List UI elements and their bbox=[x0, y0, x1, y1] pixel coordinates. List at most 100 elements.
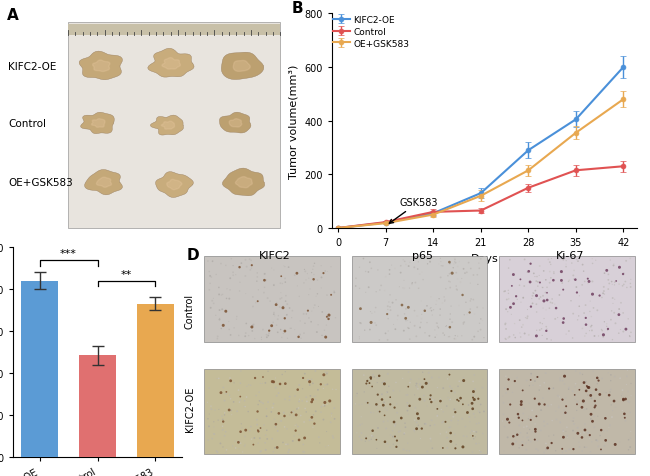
Point bbox=[444, 371, 454, 378]
Point bbox=[448, 264, 458, 272]
Point bbox=[384, 298, 394, 306]
Point bbox=[582, 405, 592, 413]
Point bbox=[286, 409, 296, 416]
Point bbox=[500, 321, 510, 328]
Point bbox=[541, 445, 551, 453]
Point bbox=[205, 280, 215, 288]
Point bbox=[411, 425, 422, 433]
Point bbox=[357, 400, 367, 408]
Point bbox=[562, 432, 573, 440]
Point bbox=[385, 291, 395, 299]
Point bbox=[279, 409, 289, 416]
Point bbox=[561, 447, 571, 455]
Point bbox=[222, 309, 232, 317]
Point bbox=[583, 434, 593, 441]
Point bbox=[603, 271, 614, 278]
Point bbox=[276, 295, 287, 302]
Point bbox=[601, 320, 612, 328]
Point bbox=[575, 430, 586, 437]
Point bbox=[205, 304, 216, 312]
Point bbox=[302, 269, 313, 277]
Point bbox=[380, 401, 390, 408]
Polygon shape bbox=[233, 61, 250, 72]
Point bbox=[384, 383, 394, 390]
Point bbox=[523, 313, 533, 320]
Point bbox=[599, 389, 609, 397]
Point bbox=[285, 411, 295, 419]
Point bbox=[326, 412, 337, 420]
Point bbox=[306, 392, 316, 400]
Point bbox=[523, 268, 534, 276]
Polygon shape bbox=[81, 113, 114, 134]
Point bbox=[361, 289, 371, 297]
Point bbox=[596, 396, 606, 403]
Point bbox=[298, 441, 309, 448]
Point bbox=[261, 288, 272, 295]
Point bbox=[500, 288, 510, 295]
Point bbox=[319, 327, 330, 334]
Point bbox=[530, 428, 541, 436]
Point bbox=[267, 404, 278, 412]
Point bbox=[366, 265, 376, 273]
Point bbox=[275, 380, 285, 388]
Point bbox=[404, 325, 414, 332]
Point bbox=[279, 257, 289, 265]
Point bbox=[445, 310, 456, 318]
Point bbox=[276, 273, 287, 280]
Point bbox=[415, 271, 425, 278]
Point bbox=[451, 269, 462, 277]
Point bbox=[281, 292, 291, 300]
Point bbox=[416, 319, 426, 327]
Point bbox=[473, 328, 483, 336]
Point bbox=[294, 396, 305, 403]
Point bbox=[457, 415, 467, 423]
Point bbox=[446, 387, 456, 395]
Point bbox=[568, 272, 578, 279]
Point bbox=[399, 429, 410, 437]
Point bbox=[305, 381, 315, 389]
Point bbox=[208, 306, 218, 314]
Point bbox=[301, 277, 311, 284]
Point bbox=[312, 277, 322, 284]
Point bbox=[251, 299, 261, 307]
Point bbox=[244, 293, 254, 300]
Point bbox=[432, 323, 443, 331]
Point bbox=[601, 389, 612, 397]
Point bbox=[282, 335, 293, 342]
Point bbox=[396, 262, 406, 270]
Point bbox=[556, 397, 567, 404]
Point bbox=[469, 396, 480, 404]
Bar bbox=[352, 369, 488, 455]
Point bbox=[437, 262, 448, 270]
Point bbox=[606, 278, 617, 286]
Point bbox=[391, 297, 401, 304]
Point bbox=[564, 277, 575, 285]
Point bbox=[450, 408, 460, 416]
Point bbox=[379, 378, 389, 386]
Point bbox=[467, 432, 478, 440]
Point bbox=[380, 412, 390, 419]
Point bbox=[204, 385, 214, 392]
Point bbox=[608, 295, 618, 302]
Point bbox=[442, 444, 452, 452]
Point bbox=[620, 417, 630, 425]
Point bbox=[330, 314, 341, 322]
Point bbox=[214, 316, 225, 324]
Point bbox=[255, 435, 265, 442]
Point bbox=[617, 407, 627, 415]
Point bbox=[284, 397, 294, 404]
Point bbox=[450, 389, 460, 397]
Point bbox=[502, 415, 512, 422]
Point bbox=[520, 314, 530, 322]
Point bbox=[618, 282, 628, 290]
Point bbox=[410, 404, 421, 412]
Point bbox=[577, 371, 588, 378]
Point bbox=[589, 424, 599, 431]
Point bbox=[425, 396, 436, 403]
Point bbox=[292, 423, 303, 430]
Point bbox=[413, 422, 424, 429]
Point bbox=[429, 397, 439, 404]
Point bbox=[605, 388, 616, 396]
Point bbox=[474, 447, 484, 455]
Point bbox=[435, 255, 445, 263]
